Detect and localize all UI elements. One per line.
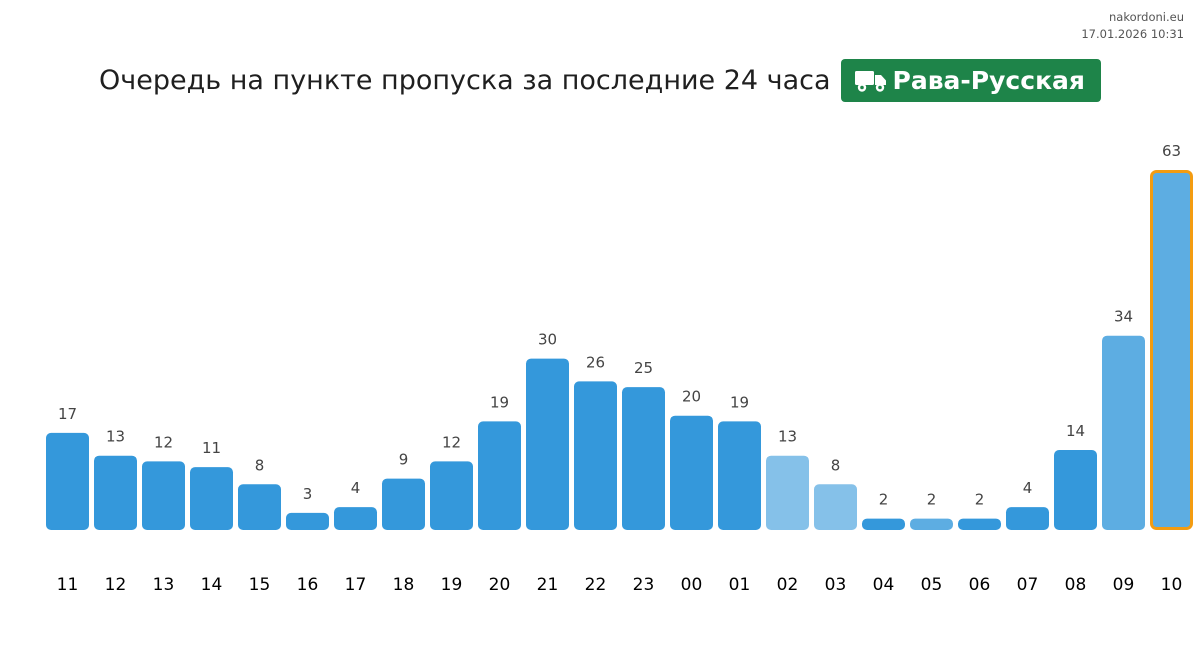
category-label-14: 14 xyxy=(201,575,223,595)
bar-07 xyxy=(1006,507,1049,530)
bar-01 xyxy=(718,421,761,530)
value-label-13: 12 xyxy=(154,433,173,451)
value-label-08: 14 xyxy=(1066,422,1085,440)
category-label-22: 22 xyxy=(585,575,607,595)
category-label-18: 18 xyxy=(393,575,415,595)
category-label-17: 17 xyxy=(345,575,367,595)
source-site: nakordoni.eu xyxy=(1109,10,1184,24)
bar-22 xyxy=(574,381,617,530)
category-label-12: 12 xyxy=(105,575,127,595)
bar-03 xyxy=(814,484,857,530)
checkpoint-badge: Рава-Русская xyxy=(840,59,1101,102)
category-label-01: 01 xyxy=(729,575,751,595)
value-label-18: 9 xyxy=(399,451,409,469)
bar-04 xyxy=(862,518,905,530)
bar-05 xyxy=(910,518,953,530)
value-label-19: 12 xyxy=(442,433,461,451)
category-label-06: 06 xyxy=(969,575,991,595)
value-label-22: 26 xyxy=(586,353,605,371)
value-label-23: 25 xyxy=(634,359,653,377)
bar-19 xyxy=(430,461,473,530)
bar-15 xyxy=(238,484,281,530)
checkpoint-name: Рава-Русская xyxy=(892,66,1085,95)
bar-11 xyxy=(46,432,89,530)
category-label-21: 21 xyxy=(537,575,559,595)
value-label-20: 19 xyxy=(490,393,509,411)
value-label-09: 34 xyxy=(1114,308,1133,326)
bar-21 xyxy=(526,358,569,530)
bar-13 xyxy=(142,461,185,530)
category-label-07: 07 xyxy=(1017,575,1039,595)
value-label-12: 13 xyxy=(106,428,125,446)
bar-17 xyxy=(334,507,377,530)
bar-02 xyxy=(766,455,809,530)
bar-09 xyxy=(1102,335,1145,530)
value-label-02: 13 xyxy=(778,428,797,446)
truck-icon xyxy=(854,70,886,92)
value-label-16: 3 xyxy=(303,485,313,503)
bar-00 xyxy=(670,415,713,530)
value-label-04: 2 xyxy=(879,491,889,509)
bar-06 xyxy=(958,518,1001,530)
category-label-02: 02 xyxy=(777,575,799,595)
category-label-23: 23 xyxy=(633,575,655,595)
category-label-13: 13 xyxy=(153,575,175,595)
value-label-07: 4 xyxy=(1023,479,1033,497)
category-label-15: 15 xyxy=(249,575,271,595)
bar-18 xyxy=(382,478,425,530)
category-label-00: 00 xyxy=(681,575,703,595)
chart-title: Очередь на пункте пропуска за последние … xyxy=(99,65,831,96)
category-label-19: 19 xyxy=(441,575,463,595)
category-label-05: 05 xyxy=(921,575,943,595)
value-label-00: 20 xyxy=(682,388,701,406)
source-info: nakordoni.eu 17.01.2026 10:31 xyxy=(1081,9,1184,43)
value-label-10: 63 xyxy=(1162,142,1181,160)
value-label-15: 8 xyxy=(255,456,265,474)
category-label-04: 04 xyxy=(873,575,895,595)
value-label-17: 4 xyxy=(351,479,361,497)
category-label-10: 10 xyxy=(1161,575,1183,595)
source-timestamp: 17.01.2026 10:31 xyxy=(1081,27,1184,41)
value-label-05: 2 xyxy=(927,491,937,509)
value-label-11: 17 xyxy=(58,405,77,423)
value-label-01: 19 xyxy=(730,393,749,411)
value-label-21: 30 xyxy=(538,331,557,349)
value-label-14: 11 xyxy=(202,439,221,457)
value-label-06: 2 xyxy=(975,491,985,509)
category-label-20: 20 xyxy=(489,575,511,595)
category-label-08: 08 xyxy=(1065,575,1087,595)
category-label-16: 16 xyxy=(297,575,319,595)
chart-header: Очередь на пункте пропуска за последние … xyxy=(0,59,1200,102)
category-label-09: 09 xyxy=(1113,575,1135,595)
category-label-03: 03 xyxy=(825,575,847,595)
bar-20 xyxy=(478,421,521,530)
bar-10 xyxy=(1150,170,1193,530)
bar-08 xyxy=(1054,450,1097,530)
category-label-11: 11 xyxy=(57,575,79,595)
bar-14 xyxy=(190,467,233,530)
bar-12 xyxy=(94,455,137,530)
bar-23 xyxy=(622,387,665,530)
value-label-03: 8 xyxy=(831,456,841,474)
bar-16 xyxy=(286,512,329,530)
